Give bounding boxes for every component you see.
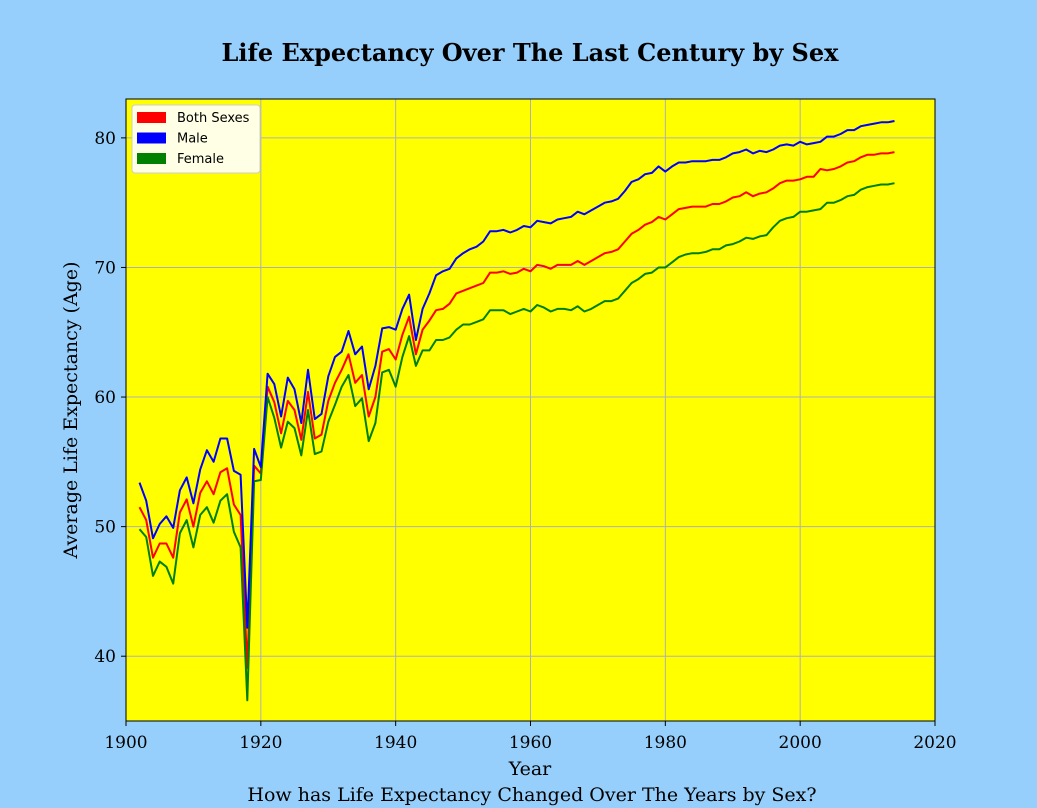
x-tick-label: 2000: [779, 733, 822, 753]
x-tick-label: 1920: [239, 733, 282, 753]
legend: Both Sexes Male Female: [131, 104, 261, 174]
y-tick-label: 40: [94, 647, 116, 667]
x-tick-label: 1900: [104, 733, 147, 753]
series-line-female: [138, 182, 895, 702]
legend-label: Female: [177, 152, 224, 167]
x-axis-label: Year: [508, 758, 552, 780]
legend-label: Both Sexes: [177, 111, 250, 126]
x-tick-label: 1960: [509, 733, 552, 753]
chart-caption: How has Life Expectancy Changed Over The…: [247, 784, 816, 806]
chart-title: Life Expectancy Over The Last Century by…: [222, 38, 840, 67]
y-tick-label: 50: [94, 518, 116, 538]
legend-swatch: [137, 153, 166, 164]
series-line-male: [138, 120, 895, 629]
x-tick-label: 1940: [374, 733, 417, 753]
x-tick-label: 2020: [913, 733, 956, 753]
y-tick-label: 80: [94, 129, 116, 149]
legend-swatch: [137, 112, 166, 123]
x-tick-label: 1980: [644, 733, 687, 753]
data-lines: [138, 120, 895, 702]
grid: [126, 99, 935, 721]
legend-label: Male: [177, 132, 208, 147]
y-tick-label: 70: [94, 258, 116, 278]
axis-ticks: 1900 1920 1940 1960 1980 2000 2020 40 50 60 70 80: [94, 129, 956, 753]
legend-swatch: [137, 132, 166, 144]
y-axis-label: Average Life Expectancy (Age): [60, 262, 82, 560]
y-tick-label: 60: [94, 388, 116, 408]
